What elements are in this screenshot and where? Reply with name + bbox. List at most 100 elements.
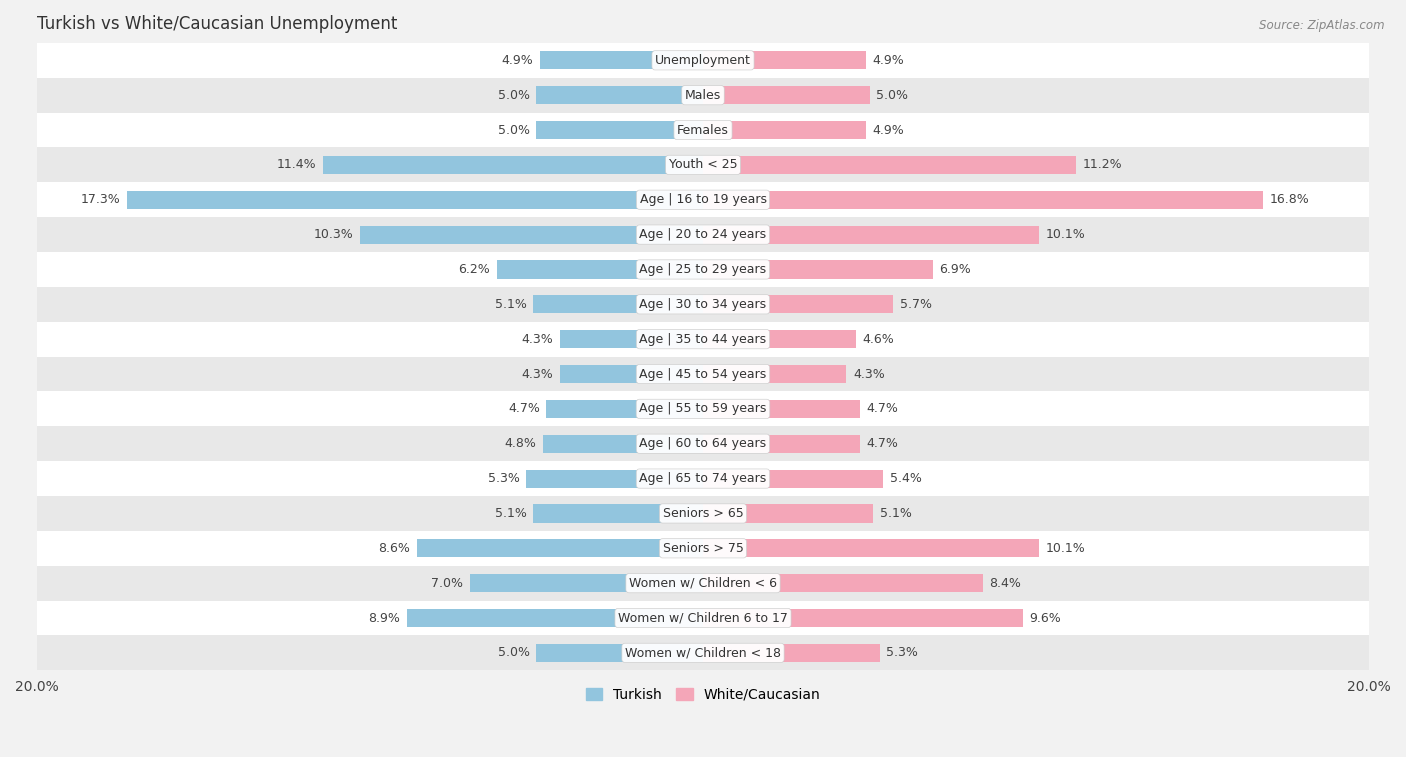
Bar bbox=[703, 295, 893, 313]
Bar bbox=[470, 574, 703, 592]
Text: 16.8%: 16.8% bbox=[1270, 193, 1309, 206]
Bar bbox=[703, 574, 983, 592]
Text: Age | 45 to 54 years: Age | 45 to 54 years bbox=[640, 367, 766, 381]
Text: 4.7%: 4.7% bbox=[866, 403, 898, 416]
Bar bbox=[37, 287, 1369, 322]
Text: 5.1%: 5.1% bbox=[495, 298, 526, 311]
Text: 5.0%: 5.0% bbox=[498, 89, 530, 101]
Text: 6.2%: 6.2% bbox=[458, 263, 489, 276]
Bar bbox=[416, 539, 703, 557]
Text: Women w/ Children 6 to 17: Women w/ Children 6 to 17 bbox=[619, 612, 787, 625]
Bar bbox=[703, 226, 1039, 244]
Text: 5.0%: 5.0% bbox=[498, 123, 530, 136]
Text: Youth < 25: Youth < 25 bbox=[669, 158, 737, 171]
Bar bbox=[496, 260, 703, 279]
Text: 10.3%: 10.3% bbox=[314, 228, 353, 241]
Text: Females: Females bbox=[678, 123, 728, 136]
Bar bbox=[560, 365, 703, 383]
Bar bbox=[533, 504, 703, 522]
Bar bbox=[360, 226, 703, 244]
Text: Seniors > 75: Seniors > 75 bbox=[662, 542, 744, 555]
Text: 4.3%: 4.3% bbox=[522, 332, 553, 346]
Text: 4.3%: 4.3% bbox=[853, 367, 884, 381]
Bar bbox=[37, 322, 1369, 357]
Bar bbox=[703, 330, 856, 348]
Text: 4.9%: 4.9% bbox=[873, 54, 904, 67]
Bar bbox=[537, 121, 703, 139]
Text: 4.3%: 4.3% bbox=[522, 367, 553, 381]
Bar bbox=[127, 191, 703, 209]
Bar bbox=[560, 330, 703, 348]
Text: Age | 20 to 24 years: Age | 20 to 24 years bbox=[640, 228, 766, 241]
Text: 17.3%: 17.3% bbox=[80, 193, 120, 206]
Text: Women w/ Children < 6: Women w/ Children < 6 bbox=[628, 577, 778, 590]
Text: 4.7%: 4.7% bbox=[508, 403, 540, 416]
Bar bbox=[37, 426, 1369, 461]
Bar bbox=[703, 609, 1022, 627]
Text: Age | 30 to 34 years: Age | 30 to 34 years bbox=[640, 298, 766, 311]
Bar bbox=[703, 191, 1263, 209]
Text: 11.2%: 11.2% bbox=[1083, 158, 1122, 171]
Bar bbox=[37, 252, 1369, 287]
Text: 4.7%: 4.7% bbox=[866, 438, 898, 450]
Text: 11.4%: 11.4% bbox=[277, 158, 316, 171]
Bar bbox=[37, 531, 1369, 565]
Bar bbox=[547, 400, 703, 418]
Bar bbox=[703, 643, 880, 662]
Bar bbox=[37, 635, 1369, 670]
Text: 9.6%: 9.6% bbox=[1029, 612, 1062, 625]
Legend: Turkish, White/Caucasian: Turkish, White/Caucasian bbox=[579, 682, 827, 707]
Bar bbox=[37, 148, 1369, 182]
Text: 5.3%: 5.3% bbox=[886, 646, 918, 659]
Text: 8.4%: 8.4% bbox=[990, 577, 1021, 590]
Text: Unemployment: Unemployment bbox=[655, 54, 751, 67]
Text: 5.4%: 5.4% bbox=[890, 472, 921, 485]
Text: 5.7%: 5.7% bbox=[900, 298, 932, 311]
Bar bbox=[37, 391, 1369, 426]
Text: Age | 16 to 19 years: Age | 16 to 19 years bbox=[640, 193, 766, 206]
Bar bbox=[703, 469, 883, 488]
Text: Age | 65 to 74 years: Age | 65 to 74 years bbox=[640, 472, 766, 485]
Bar bbox=[406, 609, 703, 627]
Bar bbox=[323, 156, 703, 174]
Text: 10.1%: 10.1% bbox=[1046, 228, 1085, 241]
Bar bbox=[543, 435, 703, 453]
Text: 5.1%: 5.1% bbox=[495, 507, 526, 520]
Bar bbox=[703, 539, 1039, 557]
Bar bbox=[37, 182, 1369, 217]
Text: Age | 25 to 29 years: Age | 25 to 29 years bbox=[640, 263, 766, 276]
Text: 4.6%: 4.6% bbox=[863, 332, 894, 346]
Text: 10.1%: 10.1% bbox=[1046, 542, 1085, 555]
Text: Seniors > 65: Seniors > 65 bbox=[662, 507, 744, 520]
Text: Age | 55 to 59 years: Age | 55 to 59 years bbox=[640, 403, 766, 416]
Bar bbox=[537, 86, 703, 104]
Bar bbox=[37, 600, 1369, 635]
Text: 5.3%: 5.3% bbox=[488, 472, 520, 485]
Bar bbox=[37, 565, 1369, 600]
Bar bbox=[37, 496, 1369, 531]
Bar bbox=[537, 643, 703, 662]
Text: 6.9%: 6.9% bbox=[939, 263, 972, 276]
Bar bbox=[37, 113, 1369, 148]
Bar bbox=[703, 400, 859, 418]
Text: 5.1%: 5.1% bbox=[880, 507, 911, 520]
Bar bbox=[37, 461, 1369, 496]
Text: 4.8%: 4.8% bbox=[505, 438, 537, 450]
Text: 8.6%: 8.6% bbox=[378, 542, 411, 555]
Text: Turkish vs White/Caucasian Unemployment: Turkish vs White/Caucasian Unemployment bbox=[37, 15, 398, 33]
Text: Women w/ Children < 18: Women w/ Children < 18 bbox=[626, 646, 780, 659]
Text: Source: ZipAtlas.com: Source: ZipAtlas.com bbox=[1260, 19, 1385, 32]
Text: 8.9%: 8.9% bbox=[368, 612, 399, 625]
Bar bbox=[37, 43, 1369, 78]
Bar bbox=[703, 86, 869, 104]
Bar bbox=[703, 121, 866, 139]
Bar bbox=[37, 357, 1369, 391]
Bar bbox=[703, 435, 859, 453]
Text: 7.0%: 7.0% bbox=[432, 577, 463, 590]
Bar bbox=[533, 295, 703, 313]
Text: 4.9%: 4.9% bbox=[502, 54, 533, 67]
Bar bbox=[540, 51, 703, 70]
Text: 5.0%: 5.0% bbox=[876, 89, 908, 101]
Text: 5.0%: 5.0% bbox=[498, 646, 530, 659]
Text: Age | 35 to 44 years: Age | 35 to 44 years bbox=[640, 332, 766, 346]
